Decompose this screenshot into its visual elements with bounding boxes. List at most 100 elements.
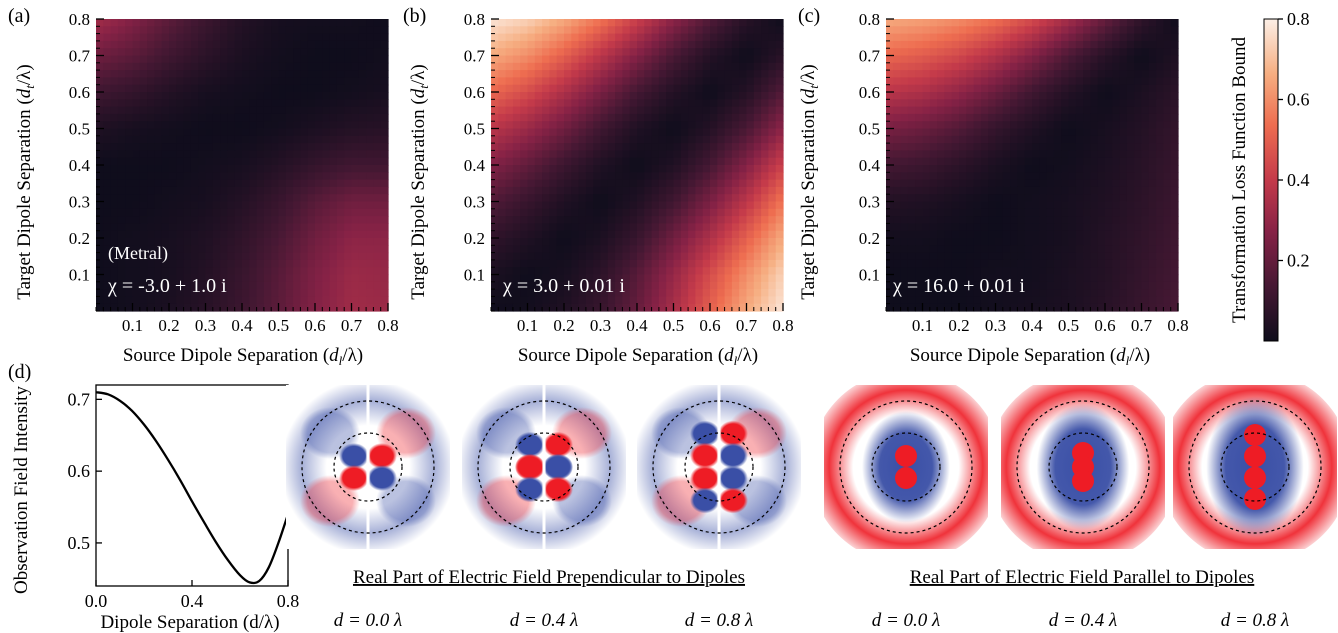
heatmap-cell — [753, 40, 762, 49]
heatmap-cell — [564, 281, 572, 290]
heatmap-cell — [629, 267, 638, 276]
heatmap-cell — [307, 238, 316, 246]
heatmap-cell — [366, 92, 374, 100]
heatmap-cell — [775, 194, 784, 203]
heatmap-cell — [556, 216, 565, 224]
heatmap-cell — [666, 281, 675, 290]
heatmap-cell — [564, 128, 572, 137]
heatmap-cell — [959, 106, 967, 115]
heatmap-cell — [629, 238, 638, 246]
heatmap-cell — [322, 216, 331, 224]
heatmap-cell — [1053, 70, 1062, 78]
heatmap-cell — [739, 99, 748, 108]
heatmap-cell — [336, 303, 345, 312]
heatmap-cell — [900, 230, 909, 239]
heatmap-cell — [183, 99, 192, 108]
heatmap-cell — [358, 40, 367, 49]
heatmap-cell — [680, 135, 689, 144]
heatmap-cell — [1039, 62, 1048, 71]
heatmap-cell — [593, 289, 602, 297]
heatmap-cell — [285, 92, 294, 100]
heatmap-cell — [1134, 92, 1143, 100]
heatmap-cell — [637, 143, 645, 151]
heatmap-cell — [688, 201, 696, 210]
panel-label: (c) — [798, 5, 820, 27]
heatmap-cell — [666, 259, 675, 268]
heatmap-cell — [505, 150, 514, 159]
heatmap-cell — [893, 165, 902, 173]
heatmap-cell — [915, 135, 924, 144]
heatmap-cell — [373, 238, 382, 246]
heatmap-cell — [775, 77, 784, 86]
heatmap-cell — [915, 106, 924, 115]
heatmap-cell — [585, 143, 594, 151]
heatmap-cell — [1105, 99, 1113, 108]
y-tick-label: 0.1 — [69, 266, 90, 285]
heatmap-cell — [520, 172, 529, 181]
heatmap-cell — [527, 55, 536, 64]
heatmap-cell — [132, 55, 141, 64]
heatmap-cell — [491, 150, 499, 159]
heatmap-cell — [256, 26, 265, 35]
heatmap-cell — [768, 216, 777, 224]
heatmap-cell — [637, 157, 645, 166]
heatmap-cell — [973, 33, 982, 42]
heatmap-cell — [1163, 238, 1172, 246]
heatmap-cell — [358, 19, 367, 27]
heatmap-cell — [1105, 62, 1113, 71]
heatmap-cell — [915, 252, 924, 261]
heatmap-cell — [132, 84, 141, 93]
heatmap-cell — [132, 26, 141, 35]
heatmap-cell — [980, 19, 989, 27]
heatmap-cell — [907, 40, 916, 49]
heatmap-cell — [915, 33, 924, 42]
heatmap-cell — [724, 77, 733, 86]
heatmap-cell — [234, 106, 243, 115]
heatmap-cell — [593, 252, 602, 261]
heatmap-cell — [242, 172, 250, 181]
heatmap-cell — [242, 165, 250, 173]
heatmap-cell — [1156, 70, 1164, 78]
heatmap-cell — [702, 150, 711, 159]
heatmap-cell — [358, 143, 367, 151]
heatmap-cell — [658, 186, 667, 195]
heatmap-cell — [688, 259, 696, 268]
heatmap-cell — [644, 179, 653, 188]
heatmap-cell — [498, 165, 507, 173]
heatmap-cell — [176, 33, 185, 42]
heatmap-cell — [344, 99, 353, 108]
heatmap-cell — [1148, 99, 1157, 108]
heatmap-cell — [680, 128, 689, 137]
heatmap-cell — [1097, 106, 1106, 115]
heatmap-cell — [1024, 267, 1033, 276]
heatmap-cell — [190, 289, 199, 297]
heatmap-cell — [491, 267, 499, 276]
heatmap-cell — [154, 172, 163, 181]
heatmap-cell — [1119, 281, 1128, 290]
heatmap-cell — [198, 55, 207, 64]
heatmap-cell — [117, 172, 126, 181]
heatmap-cell — [358, 172, 367, 181]
heatmap-cell — [775, 143, 784, 151]
heatmap-cell — [534, 26, 543, 35]
heatmap-cell — [593, 121, 602, 130]
heatmap-cell — [1002, 70, 1011, 78]
heatmap-cell — [673, 70, 682, 78]
heatmap-cell — [169, 201, 177, 210]
heatmap-cell — [607, 70, 616, 78]
heatmap-cell — [336, 48, 345, 57]
heatmap-cell — [1068, 281, 1077, 290]
heatmap-cell — [512, 194, 521, 203]
heatmap-cell — [724, 135, 733, 144]
heatmap-cell — [1097, 281, 1106, 290]
heatmap-cell — [512, 55, 521, 64]
heatmap-cell — [651, 128, 660, 137]
heatmap-cell — [1061, 135, 1070, 144]
heatmap-cell — [96, 84, 104, 93]
heatmap-cell — [1010, 274, 1018, 283]
heatmap-cell — [585, 99, 594, 108]
heatmap-cell — [680, 55, 689, 64]
heatmap-cell — [336, 223, 345, 232]
heatmap-cell — [1090, 113, 1099, 122]
heatmap-cell — [1090, 55, 1099, 64]
